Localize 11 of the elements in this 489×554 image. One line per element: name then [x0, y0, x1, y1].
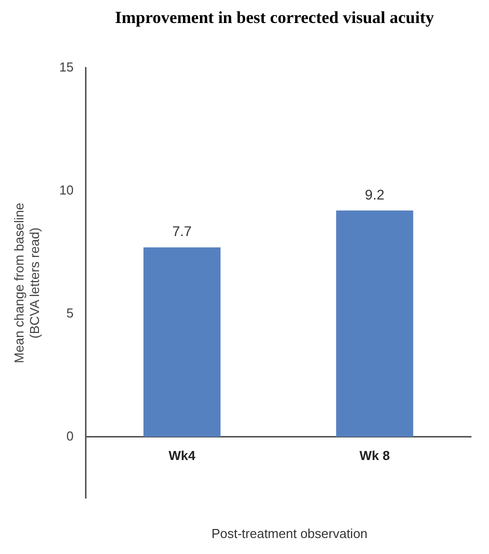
y-tick-label: 0: [66, 428, 74, 444]
data-label: 7.7: [172, 223, 192, 240]
x-tick-label: Wk 8: [359, 448, 390, 464]
chart-title: Improvement in best corrected visual acuity: [114, 8, 436, 29]
x-tick-label: Wk4: [168, 448, 196, 464]
y-tick-label: 10: [59, 182, 74, 198]
y-tick-label: 15: [59, 59, 74, 74]
data-label: 9.2: [364, 186, 385, 202]
y-tick-label: 5: [66, 305, 74, 320]
x-axis-title: Post-treatment observation: [210, 526, 369, 541]
y-axis-title: Mean change from baseline (BCVA letters read): [11, 202, 42, 364]
